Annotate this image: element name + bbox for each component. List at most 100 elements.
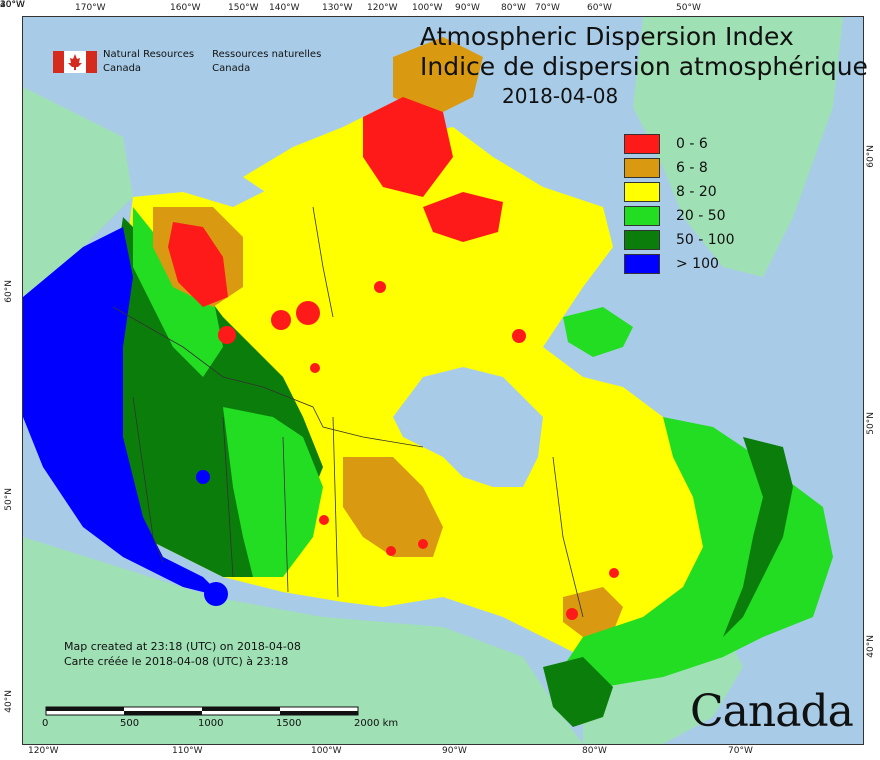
scale-bar-graphic xyxy=(45,706,359,716)
legend-label: > 100 xyxy=(676,256,719,272)
hudson-bay xyxy=(393,367,543,487)
baffin-red xyxy=(423,192,503,242)
graticule-label: 90°W xyxy=(442,746,467,756)
graticule-label: 170°W xyxy=(75,3,106,13)
legend-swatch xyxy=(624,182,660,202)
graticule-label: 70°W xyxy=(535,3,560,13)
labrador-lightgreen xyxy=(563,307,633,357)
dispersion-map xyxy=(23,17,843,744)
hotspot xyxy=(566,608,578,620)
alaska-land xyxy=(23,87,133,297)
hotspot xyxy=(310,363,320,373)
graticule-label: 80°W xyxy=(582,746,607,756)
legend-swatch xyxy=(624,254,660,274)
hotspot xyxy=(218,326,236,344)
graticule-label: 140°W xyxy=(269,3,300,13)
graticule-label: 160°W xyxy=(170,3,201,13)
legend-swatch xyxy=(624,206,660,226)
province-borders xyxy=(112,206,584,618)
ellesmere-red xyxy=(363,97,453,197)
ellesmere-orange xyxy=(393,37,483,117)
graticule-label: 20°W xyxy=(0,0,25,10)
graticule-label: 40°N xyxy=(866,635,876,658)
title-english: Atmospheric Dispersion Index xyxy=(420,22,794,51)
prairie-lightgreen xyxy=(223,407,323,577)
legend-item: 6 - 8 xyxy=(624,156,735,180)
legend-label: 0 - 6 xyxy=(676,136,708,152)
nrcan-english: Natural Resources Canada xyxy=(103,48,194,76)
hotspot xyxy=(374,281,386,293)
scale-label: 2000 km xyxy=(354,718,399,729)
hotspot xyxy=(418,539,428,549)
title-french: Indice de dispersion atmosphérique xyxy=(420,52,868,81)
bc-blue xyxy=(23,227,223,597)
hotspot xyxy=(271,310,291,330)
hotspot xyxy=(296,301,320,325)
graticule-label: 70°W xyxy=(728,746,753,756)
legend-label: 20 - 50 xyxy=(676,208,726,224)
legend-item: 8 - 20 xyxy=(624,180,735,204)
legend-label: 50 - 100 xyxy=(676,232,735,248)
graticule-label: 60°N xyxy=(866,145,876,168)
canada-wordmark: Canada xyxy=(690,686,854,737)
graticule-label: 30°W xyxy=(0,0,25,10)
org-fr-line2: Canada xyxy=(212,63,251,74)
legend-label: 6 - 8 xyxy=(676,160,708,176)
legend-item: > 100 xyxy=(624,252,735,276)
scale-bar: 0 500 1000 1500 2000 km xyxy=(42,704,398,729)
scale-label: 0 xyxy=(42,718,49,729)
map-frame: Natural Resources Canada Ressources natu… xyxy=(22,16,864,745)
graticule-label: 50°W xyxy=(676,3,701,13)
east-darkgreen xyxy=(723,437,793,637)
nrcan-french: Ressources naturelles Canada xyxy=(212,48,321,76)
legend-item: 0 - 6 xyxy=(624,132,735,156)
legend-label: 8 - 20 xyxy=(676,184,717,200)
legend: 0 - 6 6 - 8 8 - 20 20 - 50 50 - 100 > 100 xyxy=(624,132,735,276)
hotspot xyxy=(386,546,396,556)
legend-item: 50 - 100 xyxy=(624,228,735,252)
hotspot xyxy=(609,568,619,578)
legend-swatch xyxy=(624,134,660,154)
org-en-line1: Natural Resources xyxy=(103,49,195,60)
scale-label: 1500 xyxy=(276,718,302,729)
ontario-orange xyxy=(343,457,443,557)
graticule-label: 60°W xyxy=(587,3,612,13)
graticule-label: 80°W xyxy=(501,3,526,13)
graticule-label: 150°W xyxy=(228,3,259,13)
legend-swatch xyxy=(624,158,660,178)
scale-label: 1000 xyxy=(198,718,224,729)
graticule-label: 40°W xyxy=(0,0,25,10)
creation-note: Map created at 23:18 (UTC) on 2018-04-08… xyxy=(64,639,301,669)
org-en-line2: Canada xyxy=(103,63,142,74)
graticule-label: 120°W xyxy=(28,746,59,756)
org-fr-line1: Ressources naturelles xyxy=(212,49,322,60)
graticule-label: 100°W xyxy=(412,3,443,13)
graticule-label: 40°N xyxy=(4,690,14,713)
canada-flag-icon xyxy=(53,51,97,73)
title-date: 2018-04-08 xyxy=(502,84,619,108)
nrcan-signature: Natural Resources Canada Ressources natu… xyxy=(53,48,339,76)
usa-land xyxy=(23,537,583,744)
quebec-orange xyxy=(563,587,623,637)
hotspot xyxy=(512,329,526,343)
graticule-label: 90°W xyxy=(455,3,480,13)
graticule-label: 110°W xyxy=(172,746,203,756)
map-title: Atmospheric Dispersion Index Indice de d… xyxy=(420,22,868,110)
legend-swatch xyxy=(624,230,660,250)
greenland-land xyxy=(633,17,843,277)
graticule-label: 50°N xyxy=(866,412,876,435)
hotspot xyxy=(241,353,265,377)
created-english: Map created at 23:18 (UTC) on 2018-04-08 xyxy=(64,640,301,653)
scale-label: 500 xyxy=(120,718,140,729)
hotspot xyxy=(319,515,329,525)
graticule-label: 50°N xyxy=(4,488,14,511)
yukon-red xyxy=(168,222,228,307)
hotspot xyxy=(196,470,210,484)
graticule-label: 100°W xyxy=(311,746,342,756)
created-french: Carte créée le 2018-04-08 (UTC) à 23:18 xyxy=(64,655,289,668)
hotspot xyxy=(204,582,228,606)
graticule-label: 120°W xyxy=(367,3,398,13)
great-lakes-darkgreen xyxy=(543,657,613,727)
graticule-label: 130°W xyxy=(322,3,353,13)
legend-item: 20 - 50 xyxy=(624,204,735,228)
